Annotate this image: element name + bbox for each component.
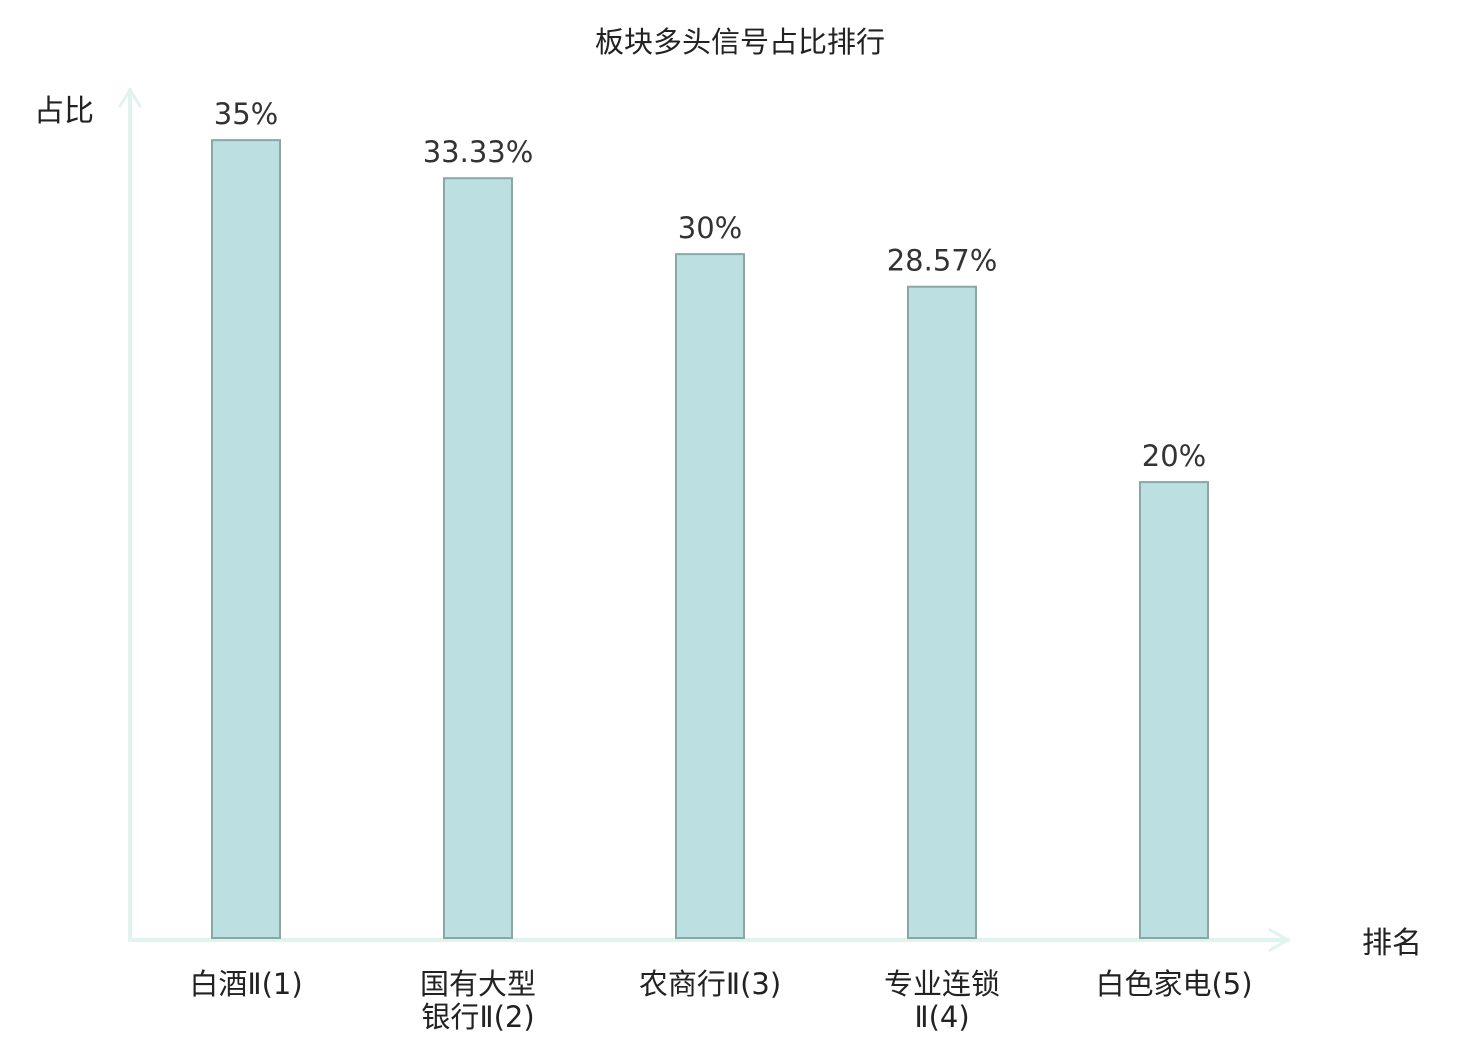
bar <box>907 285 977 939</box>
x-axis-arrow <box>1268 928 1290 952</box>
bar-value-label: 33.33% <box>423 135 534 169</box>
bar-value-label: 30% <box>678 211 742 245</box>
y-axis-arrow <box>118 88 142 108</box>
bar <box>443 177 513 939</box>
bar <box>675 253 745 939</box>
axes <box>118 88 1290 952</box>
bars <box>211 139 1209 940</box>
category-label: 专业连锁 <box>884 967 1000 1001</box>
y-axis-label: 占比 <box>34 94 94 129</box>
category-label: 农商行Ⅱ(3) <box>639 967 781 1001</box>
category-label: 白酒Ⅱ(1) <box>189 967 302 1001</box>
category-label: 国有大型 <box>420 967 536 1001</box>
chart-title: 板块多头信号占比排行 <box>595 25 885 59</box>
bar <box>1139 481 1209 939</box>
value-labels: 35% 33.33% 30% 28.57% 20% <box>214 97 1206 473</box>
bar-value-label: 28.57% <box>887 244 998 278</box>
bar-value-label: 35% <box>214 97 278 131</box>
x-axis-label: 排名 <box>1362 926 1422 961</box>
category-label: Ⅱ(4) <box>914 1000 969 1034</box>
category-label: 白色家电(5) <box>1095 967 1252 1001</box>
bar <box>211 139 281 940</box>
category-label: 银行Ⅱ(2) <box>421 1000 534 1034</box>
bar-value-label: 20% <box>1142 439 1206 473</box>
